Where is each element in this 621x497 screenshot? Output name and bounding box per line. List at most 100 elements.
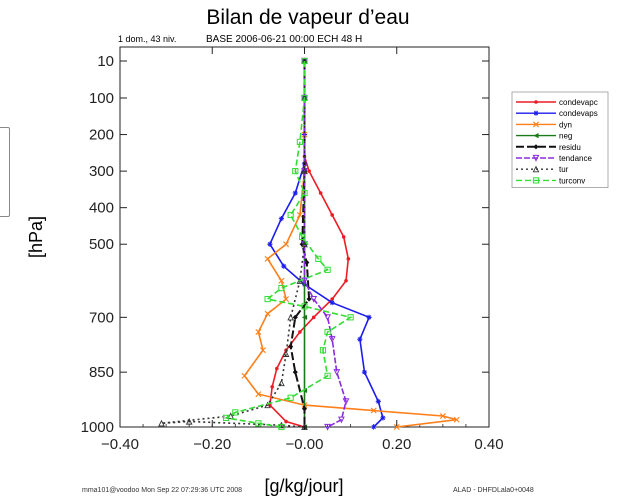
data-point-residu: [304, 259, 310, 266]
legend-label-condevapc: condevapc: [559, 98, 598, 107]
data-point-tur: [301, 423, 308, 431]
data-point-dyn: [259, 347, 266, 354]
x-tick-labels: −0.40 −0.20 −0.00 0.20 0.40: [101, 436, 504, 453]
y-tick-label: 200: [89, 127, 114, 144]
data-point-condevapc: [270, 384, 275, 389]
data-point-tur: [282, 350, 290, 357]
y-tick-label: 500: [89, 236, 114, 253]
data-point-condevaps: [267, 241, 273, 247]
data-point-residu: [299, 241, 305, 247]
data-point-residu: [292, 314, 298, 320]
legend-marker-dyn: [533, 121, 539, 128]
legend-marker-tendance: [532, 154, 540, 162]
data-point-tur: [278, 421, 285, 429]
legend-label-tendance: tendance: [559, 154, 592, 163]
data-point-turconv: [315, 255, 322, 262]
data-point-turconv: [299, 233, 306, 241]
data-point-dyn: [283, 296, 290, 303]
data-point-tur: [264, 401, 271, 409]
data-point-turconv: [287, 394, 294, 401]
y-axis-label: [hPa]: [26, 216, 46, 258]
data-point-turconv: [296, 138, 303, 145]
data-point-turconv: [324, 372, 331, 379]
data-point-condevapc: [330, 213, 334, 217]
data-point-condevapc: [311, 315, 316, 320]
data-point-turconv: [301, 94, 308, 102]
data-point-turconv: [324, 266, 331, 273]
data-point-turconv: [347, 314, 354, 321]
y-tick-label: 1000: [81, 419, 114, 436]
data-point-condevapc: [284, 419, 288, 424]
legend-marker-condevaps: [533, 110, 539, 116]
data-point-dyn: [453, 416, 460, 423]
legend-marker-residu: [533, 144, 539, 150]
series-residu: [288, 58, 312, 430]
data-point-dyn: [241, 372, 248, 379]
legend-label-condevaps: condevaps: [559, 109, 598, 118]
data-point-condevapc: [346, 257, 351, 261]
series-line-turconv: [223, 61, 353, 428]
data-point-condevaps: [375, 398, 381, 405]
series-turconv: [222, 57, 354, 431]
y-tick-label: 400: [89, 200, 114, 217]
data-point-turconv: [287, 211, 294, 219]
y-tick-label: 300: [89, 163, 114, 180]
data-point-turconv: [278, 423, 285, 431]
legend-marker-tur: [532, 165, 540, 173]
data-point-tendance: [324, 423, 331, 431]
data-point-condevaps: [281, 263, 287, 269]
chart-title: Bilan de vapeur d’eau: [206, 6, 409, 29]
series-condevaps: [267, 58, 386, 430]
data-point-turconv: [292, 168, 299, 175]
data-point-turconv: [324, 328, 331, 336]
data-point-tendance: [301, 277, 308, 285]
y-tick-label: 700: [89, 309, 114, 326]
data-point-tur: [301, 167, 308, 175]
data-point-dyn: [393, 424, 400, 430]
data-point-tur: [278, 379, 285, 387]
data-point-condevaps: [371, 424, 377, 430]
x-tick-label: −0.20: [193, 436, 231, 453]
data-point-condevapc: [307, 169, 311, 173]
data-point-dyn: [255, 391, 262, 398]
data-point-turconv: [255, 420, 262, 427]
data-point-tendance: [310, 295, 318, 303]
legend: condevapc condevaps dyn neg residu tendance tu…: [511, 91, 609, 188]
data-point-tendance: [337, 416, 345, 424]
y-tick-labels: 10 100 200 300 400 500 700 850 1000: [81, 53, 114, 436]
footer-user-timestamp: mma101@voodoo Mon Sep 22 07:29:36 UTC 20…: [82, 487, 242, 494]
data-point-condevaps: [357, 336, 363, 342]
y-tick-label: 850: [89, 364, 114, 381]
legend-label-neg: neg: [559, 132, 572, 141]
legend-marker-turconv: [532, 177, 540, 184]
series-line-tur: [161, 61, 306, 428]
data-point-turconv: [319, 347, 327, 354]
data-point-turconv: [264, 295, 271, 303]
data-point-condevaps: [380, 415, 386, 421]
series-dyn: [241, 58, 460, 430]
data-point-dyn: [439, 413, 446, 420]
data-point-tendance: [328, 336, 336, 343]
y-tick-label: 100: [89, 90, 114, 107]
data-point-tendance: [342, 398, 350, 406]
chart-subtitle-right: BASE 2006-06-21 00:00 ECH 48 H: [206, 34, 362, 45]
legend-label-residu: residu: [559, 143, 581, 152]
data-point-condevaps: [366, 314, 372, 320]
series-line-condevapc: [269, 61, 350, 428]
legend-label-dyn: dyn: [559, 120, 572, 129]
legend-marker-condevapc: [534, 100, 538, 104]
data-point-tur: [185, 417, 193, 425]
x-tick-label: 0.40: [474, 436, 503, 453]
data-point-turconv: [301, 57, 308, 65]
data-point-condevapc: [344, 278, 348, 283]
data-point-tendance: [333, 369, 341, 376]
data-point-turconv: [301, 303, 308, 310]
data-point-turconv: [232, 409, 239, 416]
data-point-condevaps: [361, 369, 368, 375]
data-point-condevapc: [330, 297, 334, 301]
x-tick-label: 0.20: [382, 436, 411, 453]
data-point-turconv: [278, 284, 285, 292]
data-point-residu: [292, 369, 298, 375]
data-point-turconv: [222, 414, 230, 421]
